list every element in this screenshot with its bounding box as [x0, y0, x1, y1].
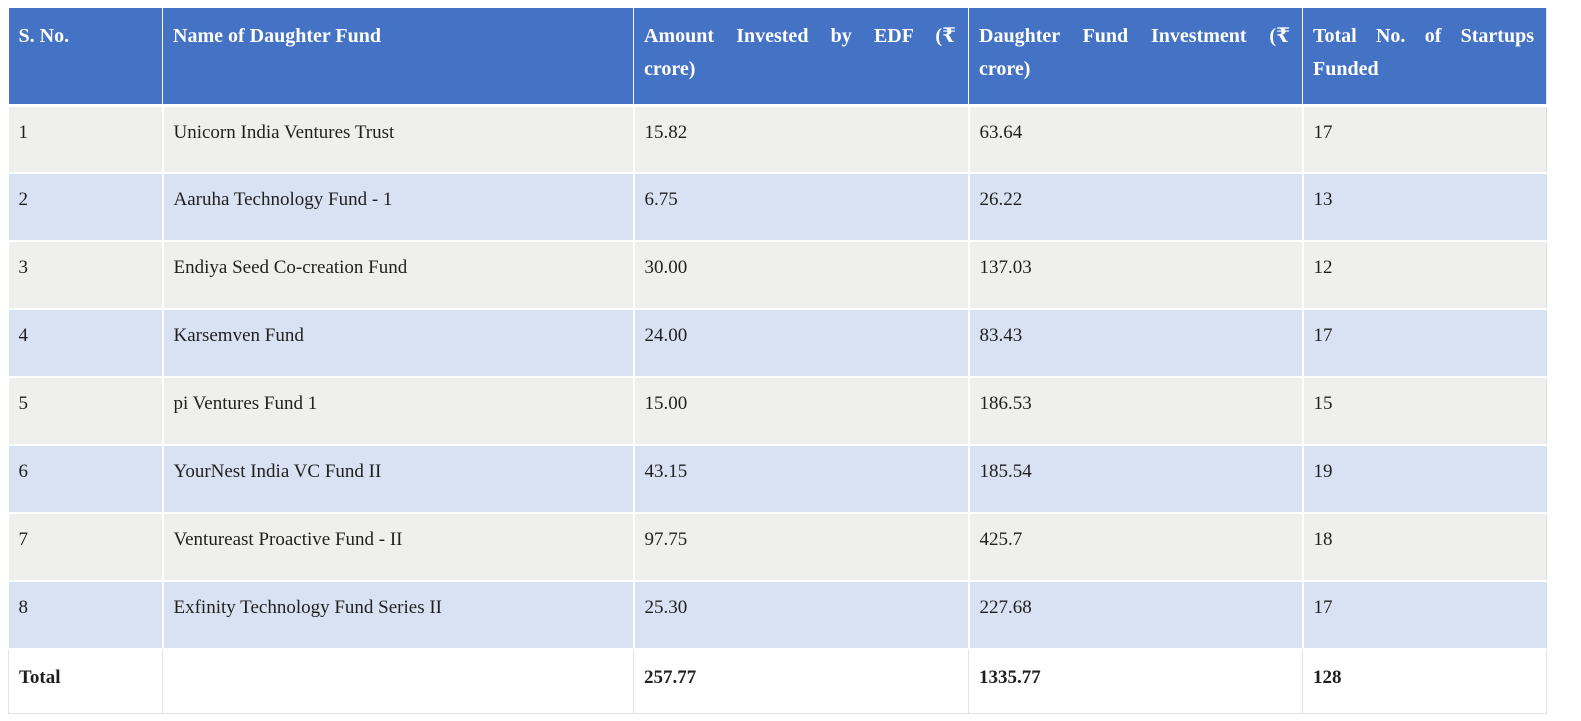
table-row: 1 Unicorn India Ventures Trust 15.82 63.64 1…	[8, 104, 1547, 174]
total-row: Total 257.77 1335.77 128	[8, 648, 1547, 714]
cell-startups-funded: 18	[1301, 512, 1547, 582]
cell-fund-investment: 63.64	[967, 104, 1304, 174]
cell-startups-funded: 15	[1301, 376, 1547, 446]
col-header-fund-name-label: Name of Daughter Fund	[173, 25, 381, 47]
table-row: 8 Exfinity Technology Fund Series II 25.30…	[8, 580, 1547, 650]
cell-fund-name: Endiya Seed Co-creation Fund	[161, 240, 635, 310]
cell-fund-name: Karsemven Fund	[161, 308, 635, 378]
cell-fund-investment: 137.03	[967, 240, 1304, 310]
cell-amount-invested: 97.75	[632, 512, 970, 582]
cell-fund-investment: 227.68	[967, 580, 1304, 650]
col-header-fund-investment: Daughter Fund Investment (₹ crore)	[968, 8, 1303, 107]
cell-startups-funded: 17	[1301, 308, 1547, 378]
header-row: S. No. Name of Daughter Fund Amount Inve…	[8, 8, 1547, 107]
cell-fund-name: Exfinity Technology Fund Series II	[161, 580, 635, 650]
cell-startups-funded: 13	[1301, 172, 1547, 242]
col-header-amount-invested-label: Amount Invested by EDF (₹	[644, 25, 956, 47]
cell-startups-funded: 19	[1301, 444, 1547, 514]
table-row: 4 Karsemven Fund 24.00 83.43 17	[8, 308, 1547, 378]
cell-amount-invested: 15.82	[632, 104, 970, 174]
cell-fund-investment: 26.22	[967, 172, 1304, 242]
cell-amount-invested: 24.00	[632, 308, 970, 378]
cell-startups-funded: 17	[1301, 104, 1547, 174]
cell-fund-name: Aaruha Technology Fund - 1	[161, 172, 635, 242]
table-row: 3 Endiya Seed Co-creation Fund 30.00 137.03…	[8, 240, 1547, 310]
cell-s-no: 8	[8, 580, 164, 650]
table-row: 7 Ventureast Proactive Fund - II 97.75 425.…	[8, 512, 1547, 582]
cell-s-no: 2	[8, 172, 164, 242]
cell-s-no: 6	[8, 444, 164, 514]
total-startups-funded: 128	[1302, 648, 1547, 714]
table-row: 2 Aaruha Technology Fund - 1 6.75 26.22 13	[8, 172, 1547, 242]
cell-startups-funded: 12	[1301, 240, 1547, 310]
cell-fund-name: Unicorn India Ventures Trust	[161, 104, 635, 174]
table-body: 1 Unicorn India Ventures Trust 15.82 63.64 1…	[8, 104, 1547, 650]
cell-s-no: 7	[8, 512, 164, 582]
daughter-funds-table: S. No. Name of Daughter Fund Amount Inve…	[8, 8, 1547, 714]
cell-fund-investment: 185.54	[967, 444, 1304, 514]
cell-amount-invested: 30.00	[632, 240, 970, 310]
cell-amount-invested: 6.75	[632, 172, 970, 242]
col-header-amount-invested: Amount Invested by EDF (₹ crore)	[633, 8, 969, 107]
cell-s-no: 5	[8, 376, 164, 446]
cell-fund-investment: 83.43	[967, 308, 1304, 378]
cell-startups-funded: 17	[1301, 580, 1547, 650]
col-header-fund-name: Name of Daughter Fund	[162, 8, 634, 107]
cell-s-no: 1	[8, 104, 164, 174]
cell-fund-investment: 186.53	[967, 376, 1304, 446]
cell-s-no: 4	[8, 308, 164, 378]
cell-amount-invested: 43.15	[632, 444, 970, 514]
table-footer: Total 257.77 1335.77 128	[8, 648, 1547, 714]
cell-fund-name: pi Ventures Fund 1	[161, 376, 635, 446]
table-row: 5 pi Ventures Fund 1 15.00 186.53 15	[8, 376, 1547, 446]
col-header-startups-funded: Total No. of Startups Funded	[1302, 8, 1547, 107]
table-row: 6 YourNest India VC Fund II 43.15 185.54 19	[8, 444, 1547, 514]
col-header-startups-funded-label: Total No. of Startups	[1313, 25, 1534, 47]
total-amount-invested: 257.77	[633, 648, 969, 714]
col-header-s-no: S. No.	[8, 8, 163, 107]
cell-fund-investment: 425.7	[967, 512, 1304, 582]
col-header-s-no-label: S. No.	[18, 25, 70, 47]
total-fund-investment: 1335.77	[968, 648, 1303, 714]
cell-fund-name: Ventureast Proactive Fund - II	[161, 512, 635, 582]
total-label: Total	[8, 648, 163, 714]
total-fund-name	[162, 648, 634, 714]
cell-s-no: 3	[8, 240, 164, 310]
cell-amount-invested: 25.30	[632, 580, 970, 650]
cell-fund-name: YourNest India VC Fund II	[161, 444, 635, 514]
col-header-fund-investment-label: Daughter Fund Investment (₹	[979, 25, 1290, 47]
cell-amount-invested: 15.00	[632, 376, 970, 446]
table-header: S. No. Name of Daughter Fund Amount Inve…	[8, 8, 1547, 107]
